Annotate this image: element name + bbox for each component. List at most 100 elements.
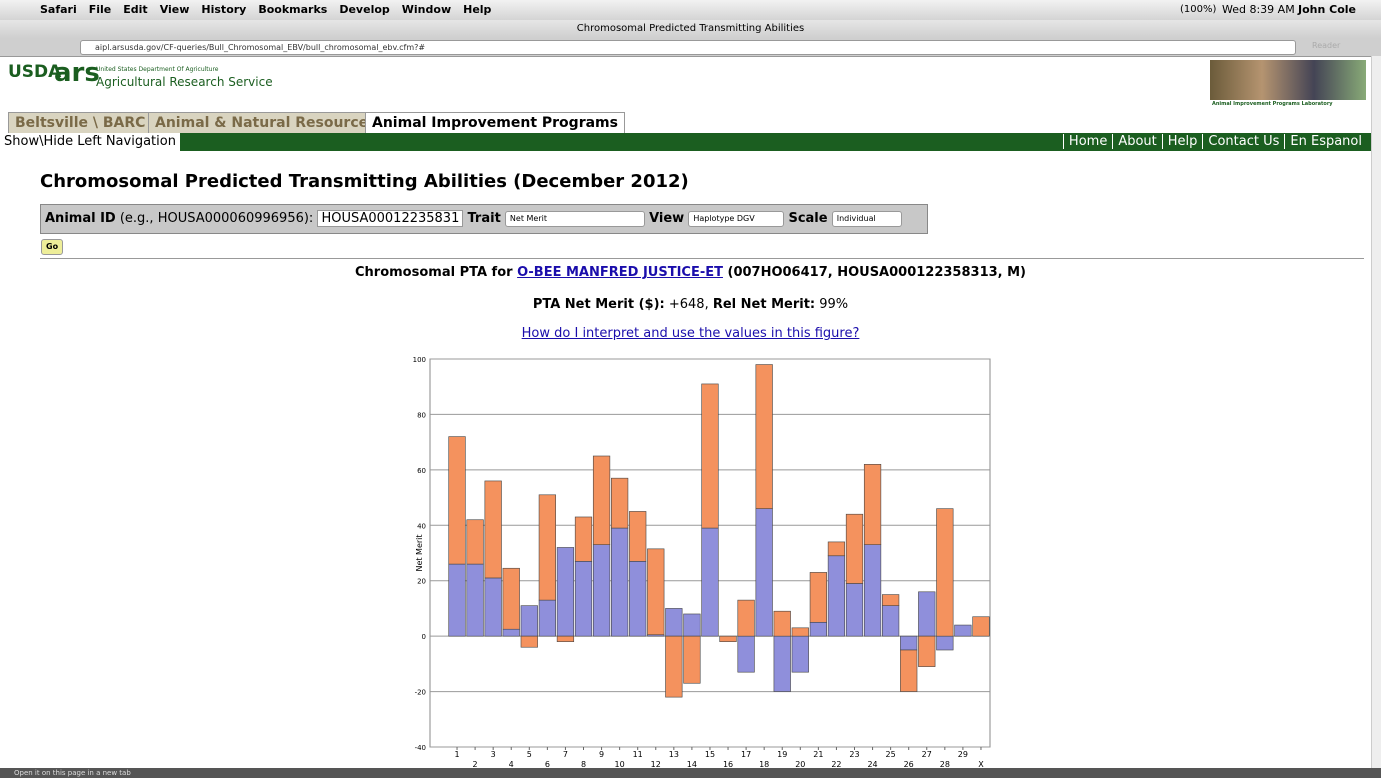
nav-link[interactable]: About [1112, 134, 1162, 149]
menu-item[interactable]: Help [463, 3, 492, 16]
help-link[interactable]: How do I interpret and use the values in… [521, 326, 860, 341]
x-tick-label: 11 [633, 750, 643, 759]
pta-label: PTA Net Merit ($): [532, 297, 665, 312]
bar [882, 594, 900, 606]
x-tick-label: 12 [651, 760, 661, 768]
status-bar: Open it on this page in a new tab [0, 768, 1381, 778]
url-field[interactable]: aipl.arsusda.gov/CF-queries/Bull_Chromos… [80, 40, 1296, 55]
bar [484, 480, 502, 579]
y-tick-label: 60 [417, 467, 426, 475]
bar [791, 635, 809, 673]
bar [845, 513, 864, 584]
y-tick-label: 80 [417, 411, 426, 419]
x-tick-label: 15 [705, 750, 715, 759]
pta-line: PTA Net Merit ($): +648, Rel Net Merit: … [0, 297, 1381, 312]
x-tick-label: 25 [886, 750, 896, 759]
scale-select[interactable]: Individual [831, 210, 902, 227]
y-tick-label: 20 [417, 578, 426, 586]
bar [918, 635, 936, 667]
divider [40, 258, 1364, 259]
form-label: Trait [467, 211, 501, 226]
bar [611, 477, 629, 529]
menu-item[interactable]: Window [401, 3, 452, 16]
bar [773, 635, 791, 692]
x-tick-label: 1 [454, 750, 459, 759]
go-button[interactable]: Go [41, 238, 64, 255]
nav-bar: Show\Hide Left Navigation Home About Help C… [0, 133, 1371, 151]
x-tick-label: 10 [615, 760, 625, 768]
bar [466, 519, 484, 565]
bar [592, 455, 611, 545]
x-tick-label: 6 [545, 760, 550, 768]
animal-input[interactable]: HOUSA00012235831 [317, 210, 464, 227]
x-tick-label: 14 [687, 760, 697, 768]
lab-name: Animal Improvement Programs Laboratory [1212, 101, 1333, 107]
x-tick-label: 16 [723, 760, 733, 768]
y-tick-label: 0 [422, 633, 426, 641]
bar [683, 613, 701, 637]
menu-item[interactable]: File [88, 3, 112, 16]
window-title: Chromosomal Predicted Transmitting Abili… [0, 20, 1381, 38]
menu-item[interactable]: Safari [40, 3, 77, 16]
result-title: Chromosomal PTA for O-BEE MANFRED JUSTIC… [0, 265, 1381, 280]
bar [773, 610, 791, 637]
bar [863, 544, 882, 637]
ars-logo: ars [54, 58, 100, 88]
nav-link[interactable]: Help [1161, 134, 1203, 149]
bar [845, 583, 864, 637]
rel-value: 99% [819, 297, 849, 312]
bar [936, 508, 954, 637]
x-tick-label: 28 [940, 760, 950, 768]
result-prefix: Chromosomal PTA for [355, 265, 513, 280]
menu-item[interactable]: History [201, 3, 247, 16]
x-tick-label: 21 [813, 750, 823, 759]
rel-label: Rel Net Merit: [712, 297, 816, 312]
bar [755, 508, 773, 637]
x-tick-label: 13 [669, 750, 679, 759]
user: John Cole [1298, 3, 1357, 16]
bar [936, 635, 954, 651]
view-select[interactable]: Haplotype DGV [688, 210, 785, 227]
nav-links: Home About Help Contact Us En Espanol [1062, 133, 1367, 151]
x-tick-label: 7 [563, 750, 568, 759]
form-hint: (e.g., HOUSA000060996956): [119, 211, 314, 226]
menu-item[interactable]: Develop [339, 3, 390, 16]
x-tick-label: 27 [922, 750, 932, 759]
bar [972, 616, 990, 637]
menu-item[interactable]: Edit [123, 3, 148, 16]
tab[interactable]: Animal & Natural Resources [148, 112, 384, 133]
battery: (100%) [1180, 4, 1217, 15]
bar [574, 561, 593, 637]
x-tick-label: 3 [491, 750, 496, 759]
nav-link[interactable]: En Espanol [1284, 134, 1367, 149]
form-label: Scale [788, 211, 828, 226]
x-tick-label: 20 [795, 760, 805, 768]
menu-item[interactable]: View [159, 3, 190, 16]
query-form: Animal ID (e.g., HOUSA000060996956): HOU… [40, 204, 928, 255]
scrollbar[interactable] [1371, 56, 1381, 768]
bar [737, 599, 755, 637]
bar [900, 649, 918, 692]
bar [520, 605, 538, 637]
animal-link[interactable]: O-BEE MANFRED JUSTICE-ET [517, 265, 723, 280]
form-label: View [649, 211, 685, 226]
bar [918, 591, 936, 637]
reader-button[interactable]: Reader [1312, 41, 1341, 50]
animal-ids: (007HO06417, HOUSA000122358313, M) [727, 265, 1027, 280]
bar [827, 555, 846, 637]
tab[interactable]: Beltsville \ BARC [8, 112, 153, 133]
bar [502, 628, 520, 637]
x-tick-label: 18 [759, 760, 769, 768]
clock: Wed 8:39 AM [1222, 3, 1295, 16]
nav-toggle[interactable]: Show\Hide Left Navigation [0, 133, 180, 151]
nav-link[interactable]: Home [1062, 134, 1113, 149]
bar [954, 624, 972, 637]
x-tick-label: 19 [777, 750, 787, 759]
tab-active[interactable]: Animal Improvement Programs [365, 112, 625, 133]
chart: Net Merit -40-20020406080100123456789101… [413, 356, 991, 768]
bar [809, 572, 827, 623]
nav-link[interactable]: Contact Us [1202, 134, 1285, 149]
bar [719, 635, 737, 642]
menu-item[interactable]: Bookmarks [258, 3, 328, 16]
trait-select[interactable]: Net Merit [504, 210, 645, 227]
